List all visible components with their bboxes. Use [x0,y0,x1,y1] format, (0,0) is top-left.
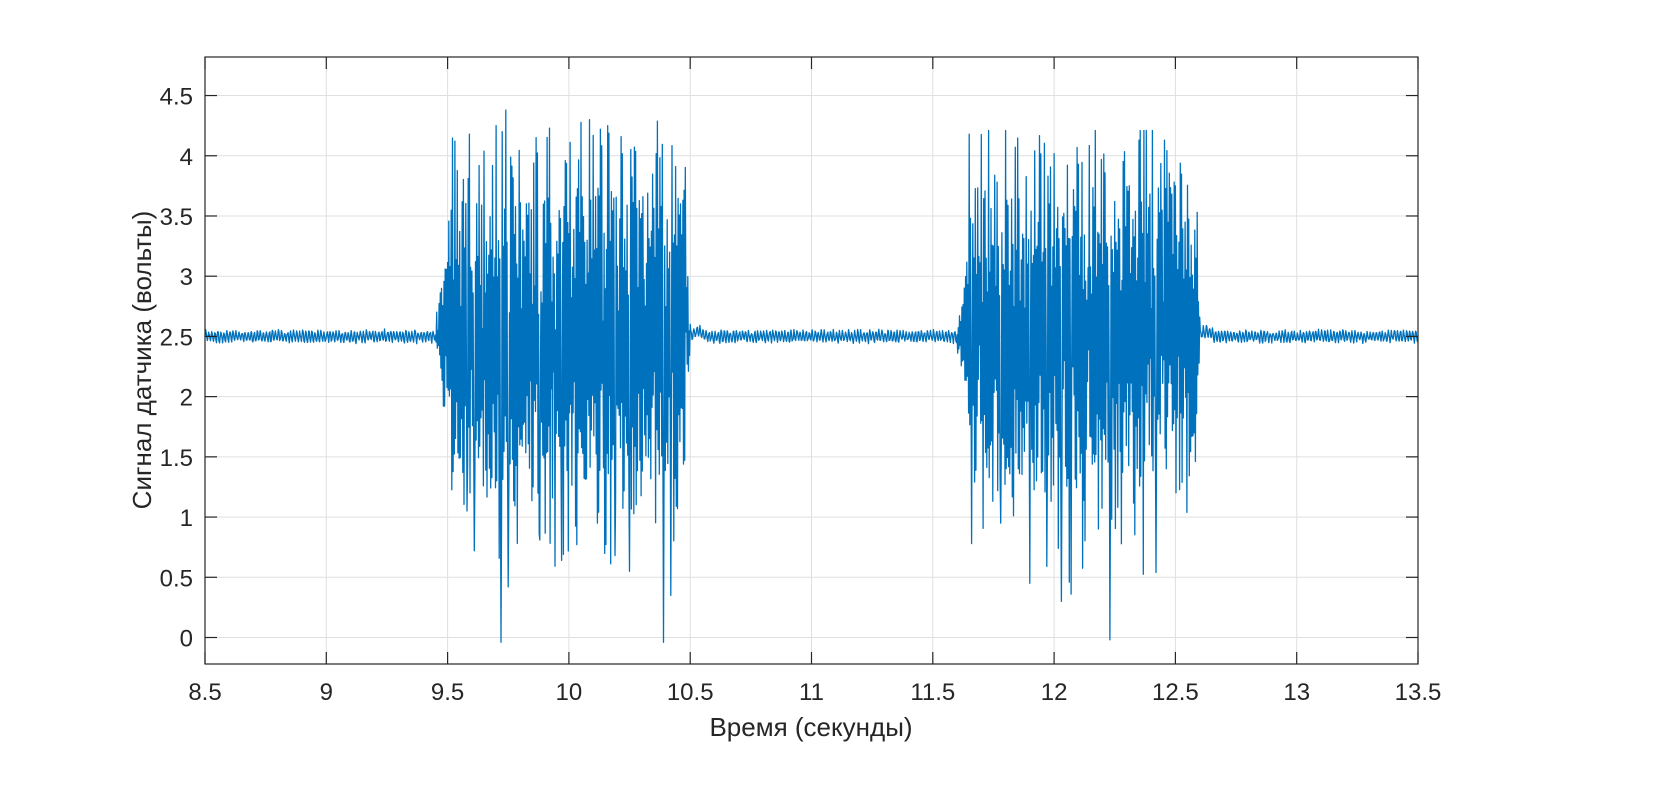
y-tick-label: 1 [180,505,193,532]
signal-polyline [204,109,1419,643]
plot-area [204,56,1419,665]
x-tick-label: 13.5 [1395,679,1442,706]
x-axis-tick-labels: 8.5 9 9.5 10 10.5 11 11.5 12 12.5 13 13.5 [188,679,1441,706]
y-tick-label: 2 [180,385,193,412]
x-tick-label: 11.5 [910,679,955,706]
x-tick-label: 11 [799,679,824,706]
y-axis-tick-labels: 0 0.5 1 1.5 2 2.5 3 3.5 4 4.5 [160,84,193,653]
x-axis-label: Время (секунды) [709,712,912,742]
signal-line [204,109,1419,643]
y-tick-label: 1.5 [160,445,193,472]
x-tick-label: 9.5 [431,679,464,706]
x-tick-label: 12.5 [1152,679,1199,706]
x-tick-label: 10.5 [667,679,714,706]
y-tick-label: 2.5 [160,324,193,351]
y-tick-label: 0 [180,626,193,653]
axis-ticks [204,57,1419,664]
y-tick-label: 4.5 [160,84,193,111]
y-tick-label: 4 [180,144,193,171]
x-tick-label: 12 [1041,679,1068,706]
x-tick-label: 9 [320,679,333,706]
x-tick-label: 13 [1283,679,1310,706]
y-tick-label: 0.5 [160,565,193,592]
x-tick-label: 8.5 [188,679,221,706]
y-axis-label: Сигнал датчика (вольты) [127,211,157,510]
y-tick-label: 3 [180,264,193,291]
x-tick-label: 10 [556,679,583,706]
y-tick-label: 3.5 [160,204,193,231]
